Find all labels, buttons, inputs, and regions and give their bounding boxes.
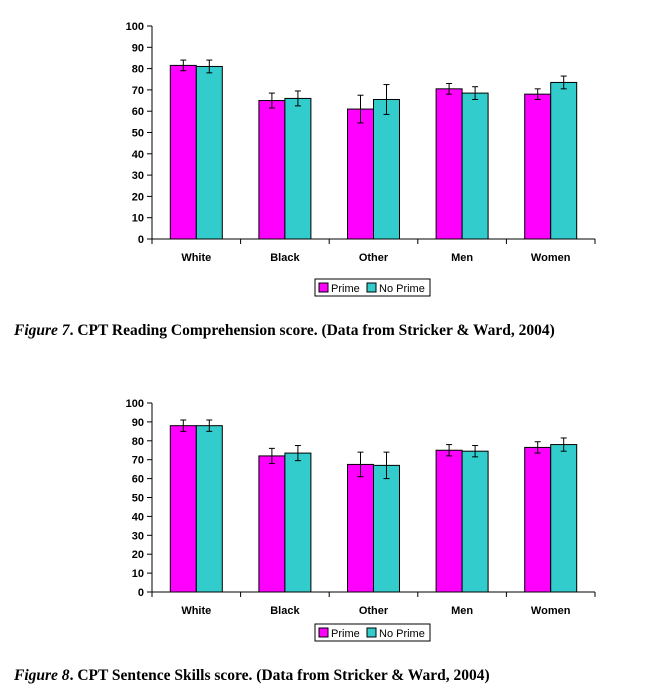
fig8-ytick-label: 0: [138, 587, 144, 599]
fig8-ytick-label: 30: [132, 530, 144, 542]
fig7-ytick-label: 30: [132, 170, 144, 182]
fig7-bar-men-prime: [435, 88, 463, 240]
fig7-category-label-women: Women: [531, 252, 571, 264]
fig8-ytick-label: 10: [132, 568, 144, 580]
fig7-legend-swatch-no-prime: [366, 282, 377, 293]
figure-8-caption: Figure 8. CPT Sentence Skills score. (Da…: [14, 667, 490, 685]
fig7-bar-white-prime: [169, 64, 197, 240]
fig8-ytick-label: 20: [132, 549, 144, 561]
fig8-legend-swatch-prime: [318, 627, 329, 638]
fig7-ytick-label: 60: [132, 106, 144, 118]
fig7-legend-swatch-prime: [318, 282, 329, 293]
fig7-legend-label-prime: Prime: [331, 283, 360, 295]
fig8-bar-men-prime: [435, 449, 463, 593]
figure-8-text: . CPT Sentence Skills score. (Data from …: [69, 667, 490, 684]
fig8-ytick-label: 60: [132, 474, 144, 486]
fig8-bar-men-no-prime: [461, 450, 489, 593]
fig8-legend-label-no-prime: No Prime: [379, 628, 425, 640]
fig8-ytick-label: 70: [132, 455, 144, 467]
fig8-legend: Prime No Prime: [314, 623, 431, 642]
fig7-ytick-label: 0: [138, 234, 144, 246]
fig8-ytick-label: 80: [132, 436, 144, 448]
sentence-skills-chart: 0 10 20 30 40 50 60 70 80 90 100 White Black Other Men…: [0, 380, 647, 660]
fig8-ytick-label: 90: [132, 417, 144, 429]
fig7-ytick-label: 80: [132, 64, 144, 76]
fig7-bar-other-no-prime: [373, 98, 400, 240]
fig8-bar-black-no-prime: [284, 452, 312, 593]
fig8-bar-black-prime: [258, 455, 286, 593]
fig8-bar-other-prime: [347, 463, 374, 593]
fig8-category-label-white: White: [181, 605, 211, 617]
fig8-bar-white-no-prime: [195, 425, 223, 593]
fig7-legend-label-no-prime: No Prime: [379, 283, 425, 295]
fig7-bar-other-prime: [347, 108, 374, 240]
fig7-ytick-label: 20: [132, 191, 144, 203]
fig7-category-label-white: White: [181, 252, 211, 264]
fig7-bar-white-no-prime: [195, 65, 223, 240]
fig7-legend: Prime No Prime: [314, 278, 431, 297]
fig7-ytick-label: 50: [132, 128, 144, 140]
fig7-ytick-label: 40: [132, 149, 144, 161]
fig7-bar-men-no-prime: [461, 92, 489, 240]
fig8-ytick-label: 50: [132, 493, 144, 505]
fig8-bar-women-prime: [524, 446, 552, 593]
fig8-bar-other-no-prime: [373, 464, 400, 593]
fig7-category-label-men: Men: [451, 252, 473, 264]
fig7-bar-women-no-prime: [550, 81, 578, 240]
fig7-bar-women-prime: [524, 93, 552, 240]
figure-7-text: . CPT Reading Comprehension score. (Data…: [69, 322, 555, 339]
fig8-bar-white-prime: [169, 425, 197, 593]
fig7-ytick-label: 10: [132, 213, 144, 225]
fig7-ytick-label: 90: [132, 42, 144, 54]
fig8-category-label-women: Women: [531, 605, 571, 617]
reading-comprehension-chart: 0 10 20 30 40 50 60 70 80 90 100 White Black Other Men…: [0, 0, 647, 310]
figure-8-label: Figure 8: [14, 667, 70, 684]
figure-7-caption: Figure 7. CPT Reading Comprehension scor…: [14, 322, 555, 340]
fig8-category-label-other: Other: [359, 605, 389, 617]
fig7-category-label-black: Black: [270, 252, 300, 264]
fig8-legend-swatch-no-prime: [366, 627, 377, 638]
figure-7-label: Figure 7: [14, 322, 70, 339]
fig7-bar-black-no-prime: [284, 97, 312, 240]
reading-comprehension-plot: 0 10 20 30 40 50 60 70 80 90 100 White Black Other Men…: [126, 21, 596, 297]
fig7-category-label-other: Other: [359, 252, 389, 264]
fig7-bar-black-prime: [258, 100, 286, 240]
fig7-ytick-label: 100: [126, 21, 144, 33]
fig8-legend-label-prime: Prime: [331, 628, 360, 640]
fig8-ytick-label: 100: [126, 398, 144, 410]
fig8-bar-women-no-prime: [550, 444, 578, 593]
fig8-ytick-label: 40: [132, 511, 144, 523]
fig7-ytick-label: 70: [132, 85, 144, 97]
sentence-skills-plot: 0 10 20 30 40 50 60 70 80 90 100 White Black Other Men…: [126, 398, 596, 642]
fig8-category-label-men: Men: [451, 605, 473, 617]
fig8-category-label-black: Black: [270, 605, 300, 617]
